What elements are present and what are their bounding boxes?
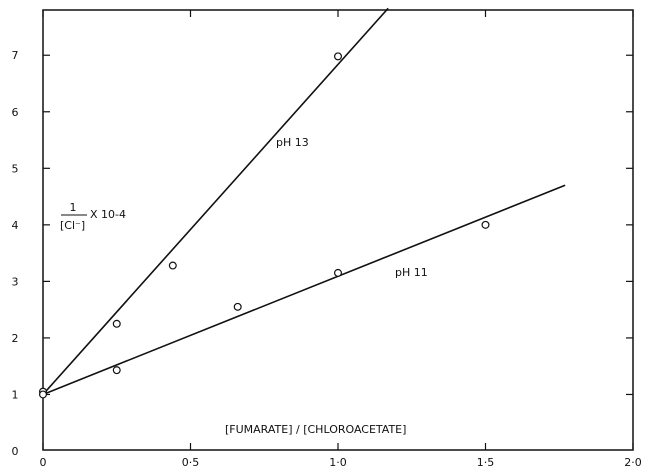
y-tick-label: 1	[12, 388, 19, 401]
y-tick-label: 4	[12, 219, 19, 232]
data-point-series-0-1	[113, 320, 120, 327]
plot-frame	[43, 10, 633, 450]
y-axis-ticks: 0 1 2 3 4 5 6 7	[12, 49, 634, 458]
y-tick-label: 7	[12, 49, 19, 62]
y-tick-label: 5	[12, 162, 19, 175]
y-label-numerator: 1	[70, 201, 77, 214]
data-point-series-1-2	[234, 303, 241, 310]
y-axis-label: 1 [Cl⁻] X 10-4	[60, 201, 126, 232]
x-axis-ticks: 0 0·5 1·0 1·5 2·0	[40, 10, 642, 469]
y-tick-label: 0	[12, 445, 19, 458]
data-point-series-1-4	[482, 221, 489, 228]
x-tick-label: 1·0	[329, 456, 347, 469]
data-point-series-1-0	[40, 391, 47, 398]
data-point-series-0-3	[335, 53, 342, 60]
x-tick-label: 0	[40, 456, 47, 469]
y-tick-label: 6	[12, 106, 19, 119]
data-points	[40, 53, 489, 398]
x-tick-label: 2·0	[624, 456, 642, 469]
data-point-series-1-3	[335, 270, 342, 277]
x-tick-label: 0·5	[182, 456, 200, 469]
x-tick-label: 1·5	[477, 456, 495, 469]
series-label-ph13: pH 13	[276, 136, 309, 149]
fit-lines	[43, 8, 565, 394]
series-label-ph11: pH 11	[395, 266, 428, 279]
data-point-series-1-1	[113, 367, 120, 374]
data-point-series-0-2	[169, 262, 176, 269]
y-label-denominator: [Cl⁻]	[60, 219, 85, 232]
fit-line-series-0	[43, 8, 388, 394]
x-axis-label: [FUMARATE] / [CHLOROACETATE]	[225, 423, 406, 436]
y-tick-label: 2	[12, 332, 19, 345]
y-label-multiplier: X 10-4	[90, 208, 126, 221]
y-tick-label: 3	[12, 275, 19, 288]
